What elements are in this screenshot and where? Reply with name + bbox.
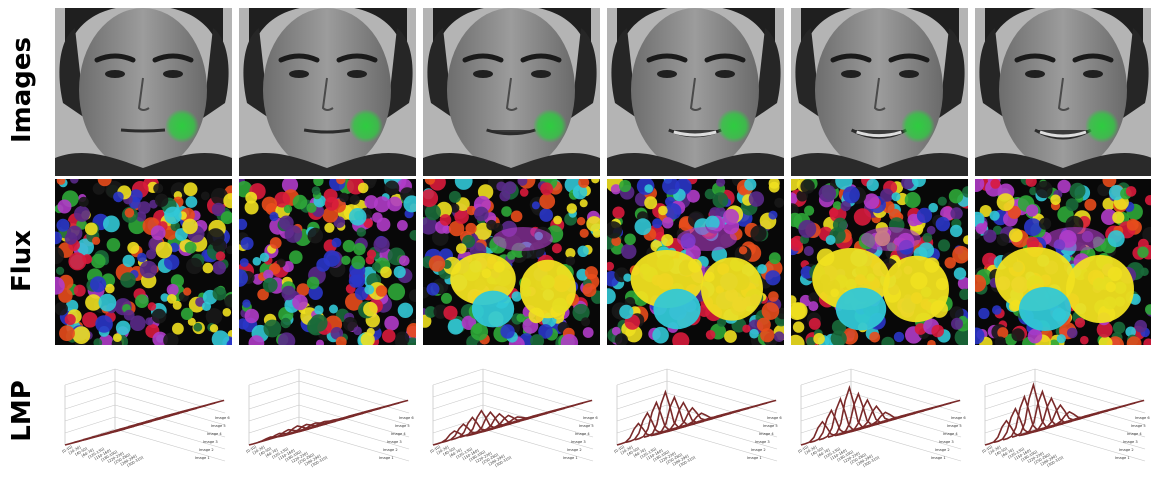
lmp-x-tick: [0-10] (982, 445, 994, 454)
lmp-z-label: Image 6 (215, 416, 230, 420)
lmp-z-label: Image 5 (579, 424, 594, 428)
flux-frame-1 (55, 179, 232, 345)
lmp-z-label: Image 5 (1131, 424, 1146, 428)
lmp-x-tick: [60-70] (81, 448, 95, 458)
lmp-z-label: Image 6 (583, 416, 598, 420)
lmp-z-label: Image 1 (931, 456, 946, 460)
image-frame-6 (975, 8, 1151, 176)
lmp-x-tick: [40-50] (259, 446, 273, 456)
flux-frame-4 (607, 179, 784, 345)
lmp-z-label: Image 4 (759, 432, 774, 436)
flux-frame-6 (975, 179, 1151, 345)
lmp-z-label: Image 5 (211, 424, 226, 428)
lmp-z-label: Image 4 (1127, 432, 1142, 436)
image-frame-3 (423, 8, 600, 176)
lmp-z-label: Image 6 (951, 416, 966, 420)
lmp-z-label: Image 5 (395, 424, 410, 428)
lmp-z-label: Image 2 (935, 448, 950, 452)
lmp-z-label: Image 4 (575, 432, 590, 436)
lmp-z-label: Image 1 (563, 456, 578, 460)
lmp-x-tick: [20-30] (620, 445, 634, 455)
image-frame-5 (791, 8, 968, 176)
lmp-z-label: Image 1 (1115, 456, 1130, 460)
lmp-frame-3: [0-10] [20-30] [40-50] [60-70] [120-130] [150… (423, 349, 600, 473)
flux-frame-5 (791, 179, 968, 345)
lmp-z-label: Image 4 (207, 432, 222, 436)
lmp-z-label: Image 4 (943, 432, 958, 436)
lmp-x-tick: [60-70] (265, 448, 279, 458)
lmp-x-tick: [60-70] (817, 448, 831, 458)
lmp-z-label: Image 2 (567, 448, 582, 452)
lmp-x-tick: [0-10] (614, 445, 626, 454)
lmp-x-tick: [0-10] (246, 445, 258, 454)
lmp-z-label: Image 6 (399, 416, 414, 420)
image-frame-1 (55, 8, 232, 176)
lmp-z-label: Image 1 (379, 456, 394, 460)
lmp-x-tick: [0-10] (430, 445, 442, 454)
lmp-x-tick: [40-50] (995, 446, 1009, 456)
lmp-z-label: Image 6 (1135, 416, 1150, 420)
lmp-x-tick: [40-50] (75, 446, 89, 456)
lmp-x-tick: [20-30] (988, 445, 1002, 455)
lmp-x-tick: [40-50] (443, 446, 457, 456)
lmp-frame-1: [0-10] [20-30] [40-50] [60-70] [120-130] [150… (55, 349, 232, 473)
lmp-frame-5: [0-10] [20-30] [40-50] [60-70] [120-130] [150… (791, 349, 968, 473)
lmp-z-label: Image 2 (383, 448, 398, 452)
lmp-z-label: Image 6 (767, 416, 782, 420)
lmp-x-tick: [0-10] (798, 445, 810, 454)
lmp-z-label: Image 5 (763, 424, 778, 428)
lmp-z-label: Image 4 (391, 432, 406, 436)
image-frame-2 (239, 8, 416, 176)
lmp-z-label: Image 3 (1123, 440, 1138, 444)
lmp-z-label: Image 3 (755, 440, 770, 444)
lmp-x-tick: [60-70] (633, 448, 647, 458)
lmp-x-tick: [20-30] (436, 445, 450, 455)
lmp-x-tick: [40-50] (811, 446, 825, 456)
lmp-z-label: Image 3 (571, 440, 586, 444)
lmp-frame-4: [0-10] [20-30] [40-50] [60-70] [120-130] [150… (607, 349, 784, 473)
lmp-frame-6: [0-10] [20-30] [40-50] [60-70] [120-130] [150… (975, 349, 1151, 473)
lmp-x-tick: [60-70] (1001, 448, 1015, 458)
lmp-z-label: Image 5 (947, 424, 962, 428)
lmp-x-tick: [40-50] (627, 446, 641, 456)
lmp-z-label: Image 2 (1119, 448, 1134, 452)
lmp-z-label: Image 1 (195, 456, 210, 460)
flux-frame-2 (239, 179, 416, 345)
lmp-z-label: Image 2 (751, 448, 766, 452)
flux-frame-3 (423, 179, 600, 345)
lmp-x-tick: [0-10] (62, 445, 74, 454)
lmp-z-label: Image 3 (387, 440, 402, 444)
lmp-x-tick: [20-30] (68, 445, 82, 455)
lmp-frame-2: [0-10] [20-30] [40-50] [60-70] [120-130] [150… (239, 349, 416, 473)
lmp-x-tick: [20-30] (252, 445, 266, 455)
lmp-z-label: Image 3 (939, 440, 954, 444)
lmp-z-label: Image 2 (199, 448, 214, 452)
lmp-z-label: Image 1 (747, 456, 762, 460)
lmp-x-tick: [20-30] (804, 445, 818, 455)
lmp-z-label: Image 3 (203, 440, 218, 444)
image-frame-4 (607, 8, 784, 176)
lmp-x-tick: [60-70] (449, 448, 463, 458)
